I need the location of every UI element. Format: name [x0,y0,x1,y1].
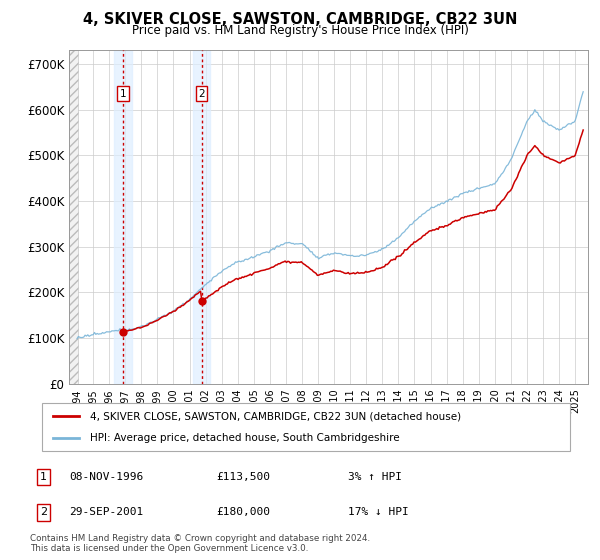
Text: 2: 2 [40,507,47,517]
Text: 08-NOV-1996: 08-NOV-1996 [69,472,143,482]
Text: 17% ↓ HPI: 17% ↓ HPI [348,507,409,517]
Text: 1: 1 [40,472,47,482]
FancyBboxPatch shape [42,403,570,451]
Bar [193,50,211,384]
Text: 1: 1 [119,88,126,99]
Text: 4, SKIVER CLOSE, SAWSTON, CAMBRIDGE, CB22 3UN (detached house): 4, SKIVER CLOSE, SAWSTON, CAMBRIDGE, CB2… [89,411,461,421]
Text: 4, SKIVER CLOSE, SAWSTON, CAMBRIDGE, CB22 3UN: 4, SKIVER CLOSE, SAWSTON, CAMBRIDGE, CB2… [83,12,517,27]
Text: HPI: Average price, detached house, South Cambridgeshire: HPI: Average price, detached house, Sout… [89,433,399,443]
Text: Price paid vs. HM Land Registry's House Price Index (HPI): Price paid vs. HM Land Registry's House … [131,24,469,37]
Bar [114,50,131,384]
Text: £113,500: £113,500 [216,472,270,482]
Text: 2: 2 [198,88,205,99]
Text: 3% ↑ HPI: 3% ↑ HPI [348,472,402,482]
Text: £180,000: £180,000 [216,507,270,517]
Bar [69,50,79,384]
Text: 29-SEP-2001: 29-SEP-2001 [69,507,143,517]
Text: Contains HM Land Registry data © Crown copyright and database right 2024.
This d: Contains HM Land Registry data © Crown c… [30,534,370,553]
